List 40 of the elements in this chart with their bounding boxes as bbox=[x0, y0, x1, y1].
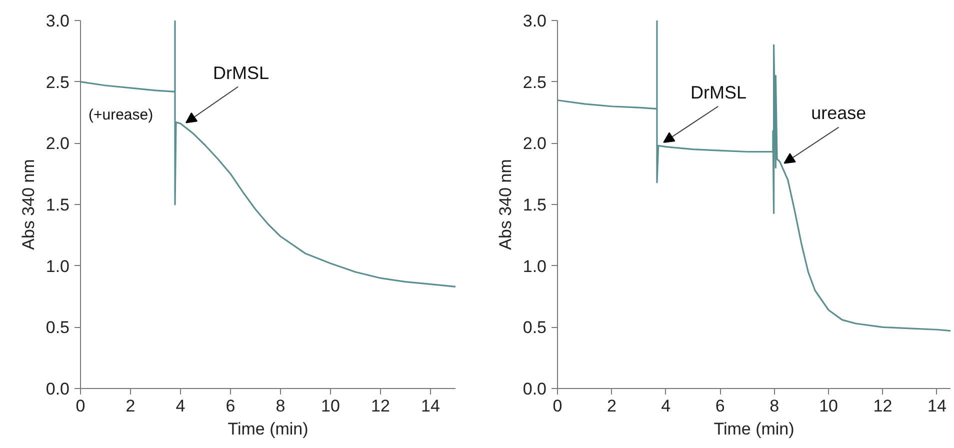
y-tick-label: 0.5 bbox=[46, 318, 70, 338]
y-tick-label: 2.5 bbox=[46, 72, 70, 92]
y-tick-label: 3.0 bbox=[522, 12, 547, 30]
y-tick-label: 1.0 bbox=[46, 256, 70, 276]
x-tick-label: 12 bbox=[873, 396, 892, 416]
x-tick-label: 2 bbox=[126, 396, 136, 416]
y-tick-label: 1.0 bbox=[522, 256, 547, 276]
y-tick-label: 0.0 bbox=[522, 380, 547, 398]
x-tick-label: 12 bbox=[371, 396, 390, 416]
y-tick-label: 2.5 bbox=[522, 72, 547, 92]
annotation: DrMSL bbox=[690, 82, 747, 102]
x-tick-label: 8 bbox=[770, 396, 780, 416]
x-tick-label: 2 bbox=[606, 396, 616, 416]
line-series bbox=[558, 20, 950, 332]
y-tick-label: 1.5 bbox=[522, 196, 547, 214]
x-tick-label: 0 bbox=[76, 396, 86, 416]
x-tick-label: 14 bbox=[421, 396, 440, 416]
x-tick-label: 4 bbox=[661, 396, 671, 416]
annotation: DrMSL bbox=[213, 62, 270, 83]
annotation: (+urease) bbox=[88, 106, 154, 124]
y-tick-label: 1.5 bbox=[46, 196, 70, 214]
y-axis-title: Abs 340 nm bbox=[18, 159, 38, 250]
x-tick-label: 6 bbox=[226, 396, 236, 416]
x-tick-label: 10 bbox=[321, 396, 340, 416]
x-axis-title: Time (min) bbox=[714, 420, 794, 438]
line-series bbox=[80, 20, 456, 288]
x-tick-label: 0 bbox=[552, 396, 562, 416]
y-tick-label: 2.0 bbox=[522, 134, 547, 154]
y-tick-label: 3.0 bbox=[46, 12, 70, 30]
annotation: urease bbox=[811, 103, 866, 124]
x-axis-title: Time (min) bbox=[228, 420, 308, 438]
x-tick-label: 6 bbox=[715, 396, 725, 416]
x-tick-label: 4 bbox=[176, 396, 186, 416]
y-axis-title: Abs 340 nm bbox=[496, 159, 515, 250]
y-tick-label: 0.0 bbox=[46, 380, 70, 398]
x-tick-label: 10 bbox=[819, 396, 838, 416]
x-tick-label: 14 bbox=[927, 396, 946, 416]
y-tick-label: 2.0 bbox=[46, 134, 70, 154]
y-tick-label: 0.5 bbox=[522, 318, 547, 338]
x-tick-label: 8 bbox=[276, 396, 286, 416]
